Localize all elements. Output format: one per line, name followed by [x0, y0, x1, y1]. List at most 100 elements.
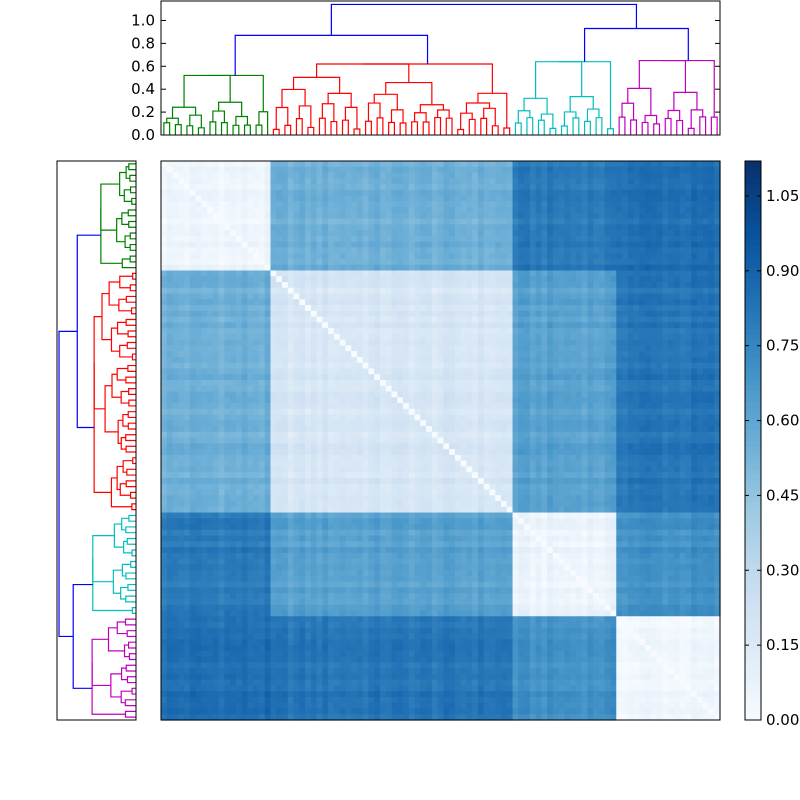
heatmap-cell	[218, 316, 225, 323]
heatmap-cell	[627, 247, 635, 254]
heatmap-cell	[483, 212, 491, 220]
heatmap-cell	[305, 224, 312, 231]
heatmap-cell	[581, 403, 589, 410]
heatmap-cell	[276, 264, 283, 272]
heatmap-cell	[333, 293, 341, 300]
heatmap-cell	[408, 178, 416, 185]
heatmap-cell	[506, 333, 514, 341]
heatmap-cell	[224, 201, 231, 208]
heatmap-cell	[270, 207, 277, 214]
heatmap-cell	[668, 247, 675, 254]
heatmap-cell	[449, 345, 456, 352]
heatmap-cell	[645, 201, 652, 208]
heatmap-cell	[708, 258, 715, 266]
heatmap-cell	[426, 362, 433, 370]
heatmap-cell	[328, 264, 335, 272]
heatmap-cell	[633, 414, 640, 421]
heatmap-cell	[276, 351, 283, 358]
heatmap-cell	[276, 247, 283, 254]
heatmap-cell	[293, 414, 300, 421]
heatmap-cell	[518, 224, 525, 231]
heatmap-cell	[668, 322, 675, 329]
heatmap-cell	[593, 414, 600, 421]
heatmap-cell	[253, 397, 260, 404]
heatmap-cell	[172, 293, 179, 300]
heatmap-cell	[518, 322, 525, 329]
heatmap-cell	[368, 351, 375, 358]
heatmap-cell	[316, 189, 323, 197]
heatmap-cell	[276, 368, 283, 375]
heatmap-cell	[512, 218, 519, 225]
heatmap-cell	[328, 207, 335, 214]
heatmap-cell	[460, 437, 468, 444]
heatmap-cell	[547, 426, 554, 433]
heatmap-cell	[593, 201, 600, 208]
heatmap-cell	[299, 195, 306, 202]
heatmap-cell	[622, 403, 629, 410]
heatmap-cell	[207, 391, 214, 398]
heatmap-cell	[189, 408, 197, 416]
heatmap-cell	[535, 241, 542, 249]
heatmap-cell	[477, 207, 485, 214]
heatmap-cell	[558, 299, 565, 306]
heatmap-cell	[322, 189, 329, 197]
heatmap-cell	[351, 166, 358, 174]
heatmap-cell	[178, 287, 185, 295]
heatmap-cell	[328, 212, 335, 220]
heatmap-cell	[587, 431, 594, 439]
heatmap-cell	[431, 212, 439, 220]
heatmap-cell	[714, 431, 721, 439]
heatmap-cell	[397, 391, 404, 398]
heatmap-cell	[368, 426, 375, 433]
heatmap-cell	[172, 351, 179, 358]
heatmap-cell	[426, 253, 433, 260]
heatmap-cell	[437, 235, 444, 243]
heatmap-cell	[501, 247, 508, 254]
heatmap-cell	[691, 282, 698, 289]
heatmap-cell	[201, 253, 208, 260]
heatmap-cell	[598, 253, 606, 260]
heatmap-cell	[230, 437, 237, 444]
heatmap-cell	[564, 368, 571, 375]
heatmap-cell	[524, 333, 531, 341]
heatmap-cell	[443, 235, 450, 243]
heatmap-cell	[610, 368, 617, 375]
heatmap-cell	[235, 293, 243, 300]
heatmap-cell	[345, 449, 352, 456]
heatmap-cell	[368, 264, 375, 272]
heatmap-cell	[426, 195, 433, 202]
heatmap-cell	[650, 374, 658, 381]
heatmap-cell	[443, 287, 450, 295]
heatmap-cell	[270, 172, 277, 179]
heatmap-cell	[276, 224, 283, 231]
heatmap-cell	[552, 426, 560, 433]
heatmap-cell	[673, 207, 681, 214]
heatmap-cell	[161, 345, 168, 352]
heatmap-cell	[489, 235, 496, 243]
heatmap-cell	[287, 172, 295, 179]
heatmap-cell	[351, 437, 358, 444]
heatmap-cell	[391, 230, 398, 237]
heatmap-cell	[529, 258, 537, 266]
heatmap-cell	[610, 420, 617, 427]
heatmap-cell	[161, 287, 168, 295]
heatmap-cell	[166, 316, 174, 323]
heatmap-cell	[397, 224, 404, 231]
heatmap-cell	[362, 207, 370, 214]
heatmap-cell	[691, 397, 698, 404]
heatmap-cell	[454, 362, 462, 370]
heatmap-cell	[622, 207, 629, 214]
heatmap-cell	[610, 299, 617, 306]
heatmap-cell	[258, 339, 266, 347]
heatmap-cell	[414, 161, 421, 168]
heatmap-cell	[472, 379, 479, 387]
heatmap-cell	[645, 374, 652, 381]
heatmap-cell	[696, 339, 704, 347]
heatmap-cell	[610, 397, 617, 404]
heatmap-cell	[460, 339, 468, 347]
heatmap-cell	[558, 322, 565, 329]
heatmap-cell	[253, 207, 260, 214]
heatmap-cell	[403, 195, 410, 202]
heatmap-cell	[305, 328, 312, 335]
heatmap-cell	[616, 207, 623, 214]
